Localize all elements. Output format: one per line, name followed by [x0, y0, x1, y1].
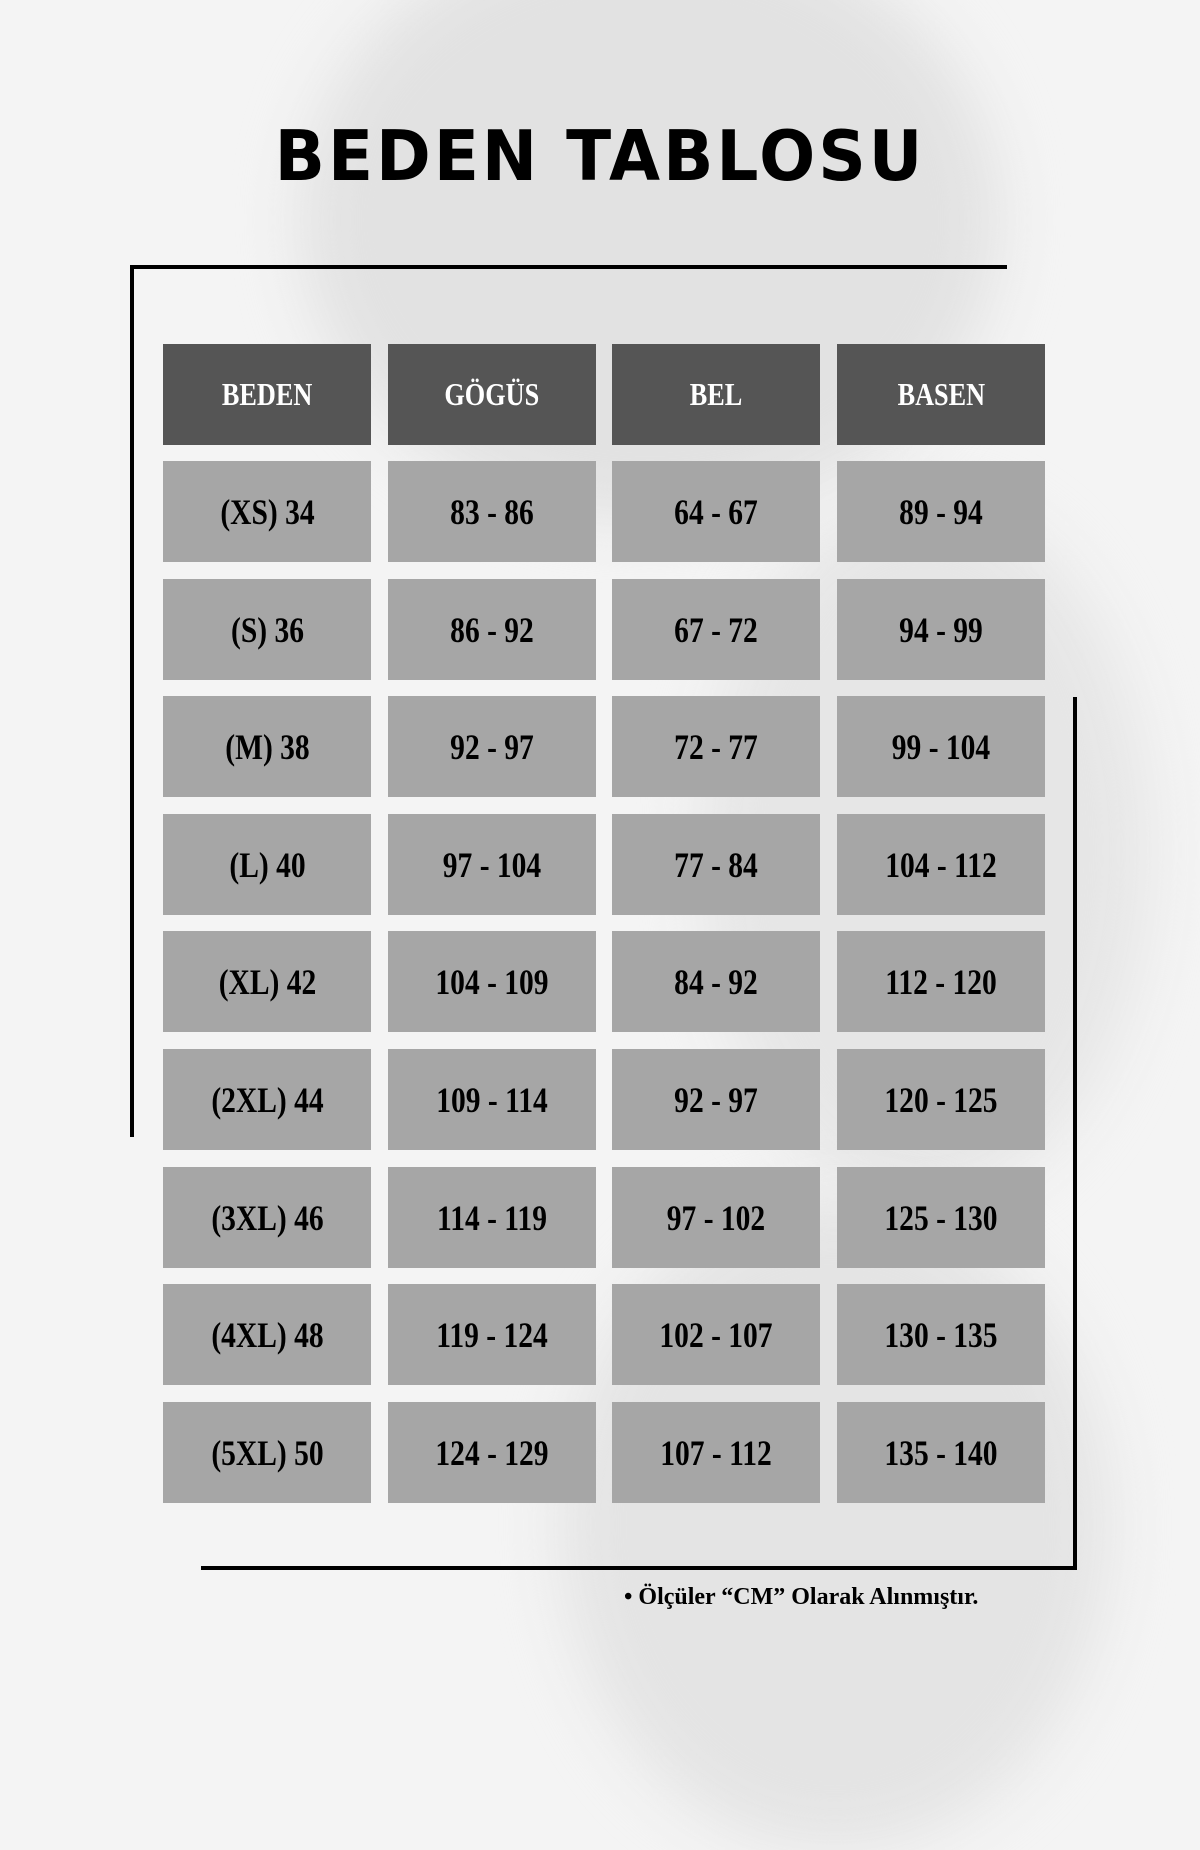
table-cell: (S) 36 — [163, 579, 371, 680]
header-cell-text: BASEN — [897, 376, 985, 412]
table-cell: 114 - 119 — [388, 1167, 596, 1268]
table-cell-text: (S) 36 — [230, 609, 304, 650]
table-cell-text: (5XL) 50 — [210, 1432, 324, 1473]
table-cell-text: (2XL) 44 — [210, 1079, 324, 1120]
table-cell: 84 - 92 — [612, 931, 820, 1032]
frame-left-line — [130, 265, 134, 1137]
table-cell: 124 - 129 — [388, 1402, 596, 1503]
table-cell-text: 109 - 114 — [436, 1079, 548, 1120]
table-cell: 64 - 67 — [612, 461, 820, 562]
table-cell: (2XL) 44 — [163, 1049, 371, 1150]
table-cell-text: 124 - 129 — [435, 1432, 549, 1473]
table-cell: 119 - 124 — [388, 1284, 596, 1385]
header-cell: GÖGÜS — [388, 344, 596, 445]
table-cell: 92 - 97 — [612, 1049, 820, 1150]
table-cell-text: 83 - 86 — [450, 491, 534, 532]
table-cell-text: 84 - 92 — [674, 961, 758, 1002]
table-cell: (XL) 42 — [163, 931, 371, 1032]
table-cell: 83 - 86 — [388, 461, 596, 562]
frame-right-line — [1073, 697, 1077, 1570]
table-cell-text: 130 - 135 — [884, 1314, 998, 1355]
header-cell: BEDEN — [163, 344, 371, 445]
table-cell: 77 - 84 — [612, 814, 820, 915]
table-cell: 104 - 112 — [837, 814, 1045, 915]
table-cell-text: 92 - 97 — [450, 726, 534, 767]
table-cell-text: 72 - 77 — [674, 726, 758, 767]
table-cell: 72 - 77 — [612, 696, 820, 797]
header-cell-text: GÖGÜS — [444, 376, 540, 412]
frame-bottom-line — [201, 1566, 1077, 1570]
table-cell-text: (M) 38 — [224, 726, 310, 767]
table-cell: 67 - 72 — [612, 579, 820, 680]
table-cell: (4XL) 48 — [163, 1284, 371, 1385]
table-cell: 102 - 107 — [612, 1284, 820, 1385]
table-cell: 92 - 97 — [388, 696, 596, 797]
table-cell-text: 114 - 119 — [437, 1197, 547, 1238]
frame-top-line — [134, 265, 1007, 269]
table-cell: 97 - 104 — [388, 814, 596, 915]
table-cell: (XS) 34 — [163, 461, 371, 562]
table-cell-text: 64 - 67 — [674, 491, 758, 532]
table-cell-text: 77 - 84 — [674, 844, 758, 885]
table-cell: 94 - 99 — [837, 579, 1045, 680]
table-cell: (3XL) 46 — [163, 1167, 371, 1268]
table-cell: (M) 38 — [163, 696, 371, 797]
table-cell: 130 - 135 — [837, 1284, 1045, 1385]
table-cell: 125 - 130 — [837, 1167, 1045, 1268]
table-cell: 89 - 94 — [837, 461, 1045, 562]
table-cell-text: 119 - 124 — [436, 1314, 548, 1355]
page-title: BEDEN TABLOSU — [274, 116, 926, 197]
table-cell-text: (XL) 42 — [218, 961, 316, 1002]
table-cell: 109 - 114 — [388, 1049, 596, 1150]
table-cell-text: 86 - 92 — [450, 609, 534, 650]
header-cell: BASEN — [837, 344, 1045, 445]
header-cell-text: BEL — [689, 376, 743, 412]
table-cell-text: 135 - 140 — [884, 1432, 998, 1473]
table-cell-text: 104 - 109 — [435, 961, 549, 1002]
header-cell: BEL — [612, 344, 820, 445]
table-cell-text: 120 - 125 — [884, 1079, 998, 1120]
table-cell: (5XL) 50 — [163, 1402, 371, 1503]
table-cell: 120 - 125 — [837, 1049, 1045, 1150]
table-cell: 99 - 104 — [837, 696, 1045, 797]
table-cell-text: 112 - 120 — [885, 961, 997, 1002]
table-cell-text: (L) 40 — [228, 844, 306, 885]
table-cell: 104 - 109 — [388, 931, 596, 1032]
table-cell: (L) 40 — [163, 814, 371, 915]
table-cell-text: 107 - 112 — [660, 1432, 772, 1473]
table-cell: 107 - 112 — [612, 1402, 820, 1503]
table-cell-text: 94 - 99 — [899, 609, 983, 650]
table-cell-text: 97 - 104 — [442, 844, 542, 885]
table-cell: 135 - 140 — [837, 1402, 1045, 1503]
table-cell-text: 104 - 112 — [885, 844, 997, 885]
table-cell-text: 99 - 104 — [891, 726, 991, 767]
table-cell: 112 - 120 — [837, 931, 1045, 1032]
table-cell-text: (XS) 34 — [219, 491, 315, 532]
table-cell-text: 97 - 102 — [666, 1197, 766, 1238]
header-cell-text: BEDEN — [221, 376, 313, 412]
table-cell-text: 102 - 107 — [659, 1314, 773, 1355]
table-cell-text: (3XL) 46 — [210, 1197, 324, 1238]
table-cell-text: 67 - 72 — [674, 609, 758, 650]
table-cell-text: 92 - 97 — [674, 1079, 758, 1120]
table-cell-text: (4XL) 48 — [210, 1314, 324, 1355]
table-cell: 86 - 92 — [388, 579, 596, 680]
table-cell: 97 - 102 — [612, 1167, 820, 1268]
table-cell-text: 89 - 94 — [899, 491, 983, 532]
measurement-note: • Ölçüler “CM” Olarak Alınmıştır. — [624, 1584, 979, 1610]
table-cell-text: 125 - 130 — [884, 1197, 998, 1238]
